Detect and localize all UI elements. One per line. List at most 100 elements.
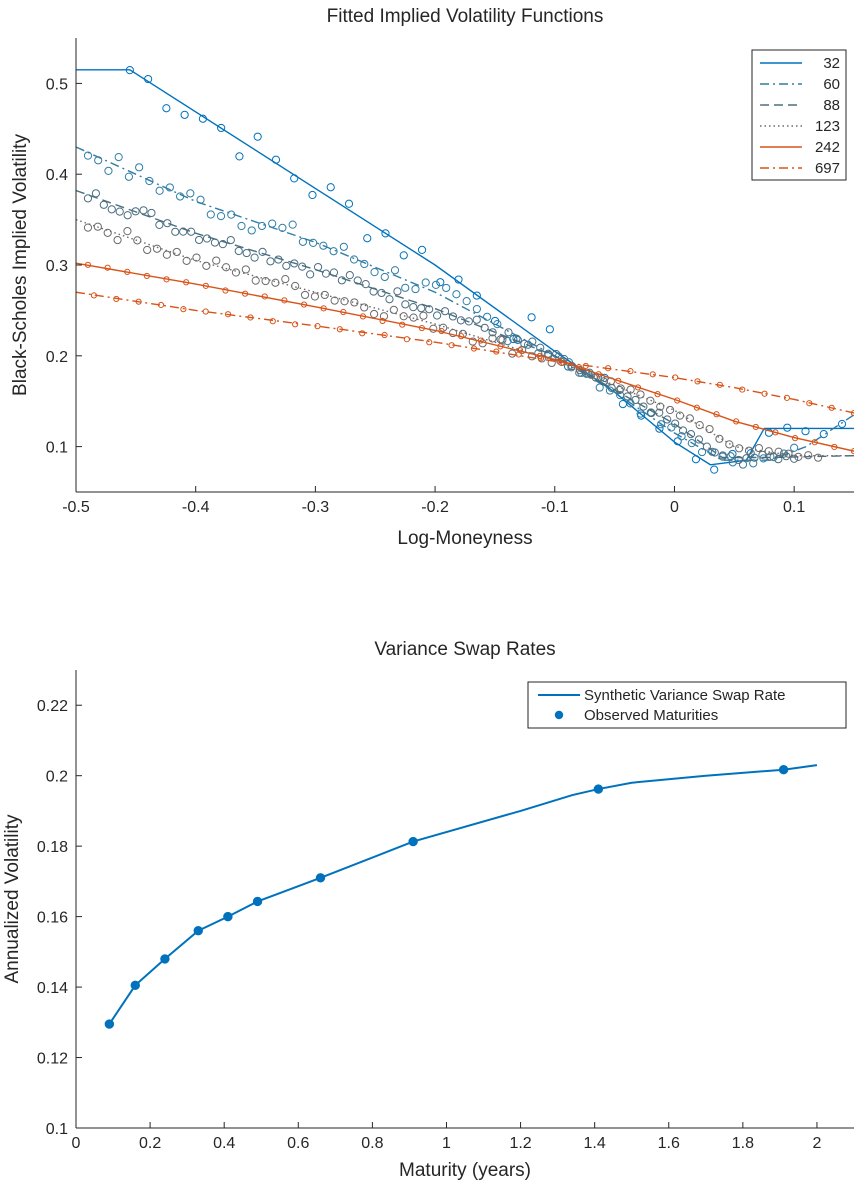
iv-observation-marker	[261, 276, 270, 286]
iv-observation-marker	[442, 283, 451, 293]
iv-observation-marker	[258, 247, 267, 256]
chart1-legend-box	[751, 49, 847, 181]
iv-observation-marker	[488, 334, 497, 343]
iv-observation-marker	[242, 248, 251, 258]
iv-observation-marker	[431, 280, 441, 289]
fitted-iv-line-242	[76, 262, 854, 452]
iv-observation-marker	[349, 255, 359, 264]
iv-observation-marker	[694, 435, 704, 444]
iv-observation-marker	[509, 334, 518, 344]
legend-label-88: 88	[823, 97, 840, 114]
iv-observation-marker	[693, 404, 700, 411]
iv-observation-marker	[83, 194, 93, 203]
iv-observation-marker	[725, 440, 734, 449]
chart2-series-group	[104, 764, 818, 1029]
observed-maturity-marker	[193, 926, 203, 936]
chart2-legend: Synthetic Variance Swap Rate Observed Mat…	[527, 681, 847, 729]
iv-observation-marker	[171, 227, 180, 236]
y-tick-label: 0.2	[46, 769, 68, 786]
iv-observation-marker	[705, 424, 714, 434]
iv-observation-marker	[685, 414, 694, 423]
x-tick-label: 1.6	[658, 1135, 680, 1152]
x-tick-label: 0.2	[139, 1135, 161, 1152]
fitted-iv-line-32	[76, 69, 854, 466]
x-tick-label: -0.3	[302, 499, 330, 516]
iv-observation-marker	[527, 352, 537, 361]
iv-observation-marker	[83, 151, 93, 160]
iv-observation-marker	[107, 205, 116, 214]
iv-observation-marker	[783, 423, 792, 432]
iv-observation-marker	[552, 349, 561, 359]
iv-observation-marker	[411, 284, 420, 294]
iv-observation-marker	[399, 312, 408, 321]
iv-observation-marker	[774, 447, 783, 456]
iv-observation-marker	[493, 320, 502, 329]
chart2-legend-box	[527, 681, 847, 729]
iv-observation-marker	[308, 190, 317, 200]
iv-observation-marker	[837, 419, 847, 429]
iv-observation-marker	[646, 396, 655, 405]
x-tick-label: 1	[442, 1135, 451, 1152]
iv-observation-marker	[123, 211, 132, 220]
iv-observation-marker	[380, 272, 389, 282]
iv-observation-marker	[738, 460, 748, 469]
iv-observation-marker	[419, 311, 428, 320]
legend-label-123: 123	[815, 118, 840, 135]
iv-observation-marker	[626, 385, 635, 394]
iv-observation-marker	[360, 303, 369, 312]
legend-label-697: 697	[815, 160, 840, 177]
legend-label-32: 32	[823, 55, 840, 72]
iv-observation-marker	[399, 251, 408, 260]
iv-observation-marker	[298, 237, 307, 246]
y-tick-label: 0.2	[46, 349, 68, 366]
iv-observation-marker	[782, 452, 791, 461]
iv-observation-marker	[663, 415, 672, 424]
iv-observation-marker	[657, 420, 666, 429]
iv-observation-marker	[537, 355, 545, 362]
iv-observation-marker	[754, 443, 763, 453]
legend-label-markers: Observed Maturities	[584, 707, 718, 724]
iv-observation-marker	[393, 287, 402, 296]
chart-variance-swap-rates: Variance Swap Rates 0 0.2 0.4 0.6 0.8 1 1.2 1.4…	[2, 639, 854, 1181]
iv-observation-marker	[103, 228, 112, 237]
iv-observation-marker	[306, 270, 315, 279]
iv-observation-marker	[360, 259, 369, 269]
iv-observation-marker	[758, 450, 767, 459]
iv-observation-marker	[739, 386, 746, 393]
iv-observation-marker	[426, 339, 433, 346]
iv-observation-marker	[472, 315, 481, 324]
y-tick-label: 0.1	[46, 1121, 68, 1138]
iv-observation-marker	[766, 452, 775, 461]
iv-observation-marker	[452, 290, 461, 299]
iv-observation-marker	[300, 290, 310, 300]
iv-observation-marker	[155, 220, 164, 230]
fitted-iv-line-697	[76, 291, 854, 414]
iv-observation-marker	[726, 452, 735, 461]
iv-observation-marker	[247, 226, 256, 235]
x-tick-label: 0	[670, 499, 679, 516]
y-tick-label: 0.5	[46, 76, 68, 93]
iv-observation-marker	[472, 291, 481, 300]
iv-observation-marker	[665, 405, 675, 415]
iv-observation-marker	[674, 397, 681, 404]
iv-observation-marker	[162, 104, 171, 113]
chart1-plot-area	[76, 38, 854, 492]
iv-observation-marker	[152, 244, 162, 253]
iv-observation-marker	[329, 247, 338, 256]
iv-observation-marker	[616, 384, 625, 393]
observed-maturity-marker	[160, 954, 170, 964]
x-tick-label: 0.4	[213, 1135, 235, 1152]
y-tick-label: 0.3	[46, 258, 68, 275]
y-tick-label: 0.16	[37, 910, 68, 927]
iv-observation-marker	[695, 421, 704, 430]
iv-observation-marker	[83, 223, 93, 232]
iv-observation-marker	[235, 152, 244, 161]
iv-observation-marker	[813, 453, 823, 462]
x-tick-label: -0.2	[421, 499, 449, 516]
iv-observation-marker	[123, 227, 132, 236]
iv-observation-marker	[498, 335, 507, 344]
iv-observation-marker	[744, 446, 754, 455]
iv-observation-marker	[143, 245, 152, 255]
chart2-x-axis-label: Maturity (years)	[399, 1160, 531, 1181]
x-tick-label: -0.5	[62, 499, 90, 516]
